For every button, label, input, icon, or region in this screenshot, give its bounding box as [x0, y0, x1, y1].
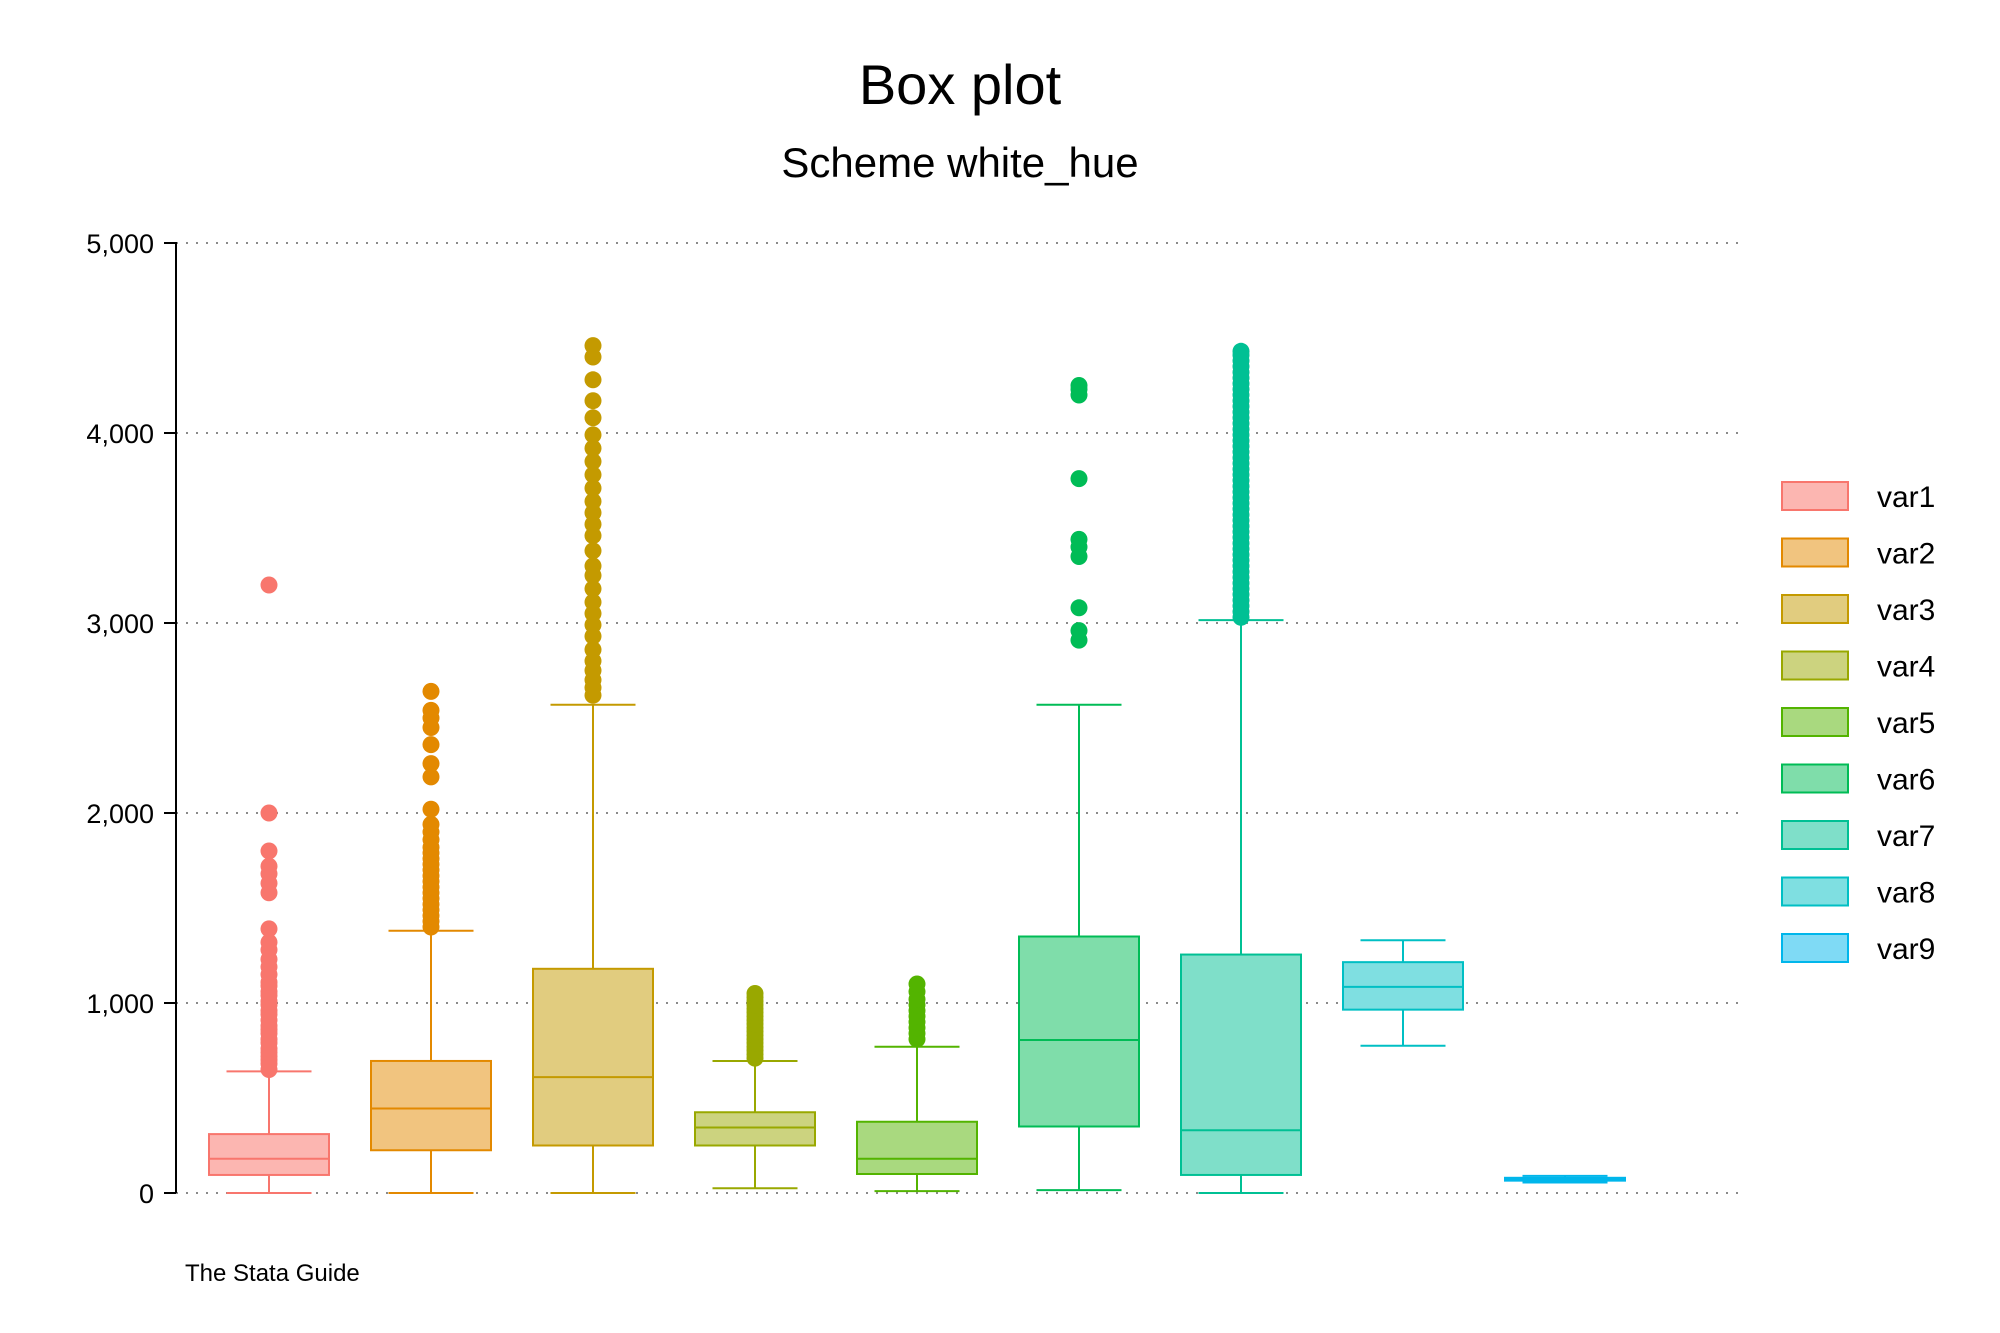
outlier-point	[908, 975, 926, 993]
outlier-point	[584, 371, 602, 389]
box-iqr	[694, 1111, 816, 1147]
y-tick-label: 0	[139, 1179, 154, 1209]
legend-label-var8: var8	[1877, 877, 1935, 910]
box-iqr	[1018, 935, 1140, 1128]
outlier-point	[584, 557, 602, 575]
outlier-point	[422, 736, 440, 754]
legend: var1 var2 var3 var4 var5 var6 var7 var8 var9	[1781, 481, 1935, 966]
box-var3	[532, 337, 654, 1194]
box-iqr	[532, 967, 654, 1147]
legend-label-var3: var3	[1877, 594, 1935, 627]
outlier-point	[422, 682, 440, 700]
outlier-point	[584, 479, 602, 497]
legend-label-var7: var7	[1877, 820, 1935, 853]
legend-key-var2	[1781, 537, 1849, 568]
legend-key-var9	[1781, 933, 1849, 963]
box-var6	[1018, 377, 1140, 1192]
legend-key-var4	[1781, 650, 1849, 681]
legend-key-var6	[1781, 763, 1849, 794]
outlier-point	[260, 920, 278, 938]
outlier-point	[584, 492, 602, 510]
outlier-point	[584, 409, 602, 427]
outlier-point	[1070, 530, 1088, 548]
box-var1	[208, 576, 330, 1194]
outlier-point	[584, 426, 602, 444]
y-tick-label: 4,000	[86, 419, 154, 449]
box-iqr	[1180, 953, 1302, 1176]
box-var2	[370, 682, 492, 1194]
outlier-point	[422, 815, 440, 833]
legend-key-var1	[1781, 481, 1849, 511]
outlier-point	[260, 933, 278, 951]
legend-label-var5: var5	[1877, 707, 1935, 740]
outlier-point	[584, 580, 602, 598]
box-iqr	[208, 1133, 330, 1176]
legend-key-var7	[1781, 820, 1849, 850]
legend-label-var6: var6	[1877, 764, 1935, 797]
outlier-point	[260, 857, 278, 875]
outlier-point	[584, 392, 602, 410]
chart-title: Box plot	[859, 53, 1062, 116]
y-tick-label: 1,000	[86, 989, 154, 1019]
legend-key-var5	[1781, 707, 1849, 737]
legend-label-var9: var9	[1877, 933, 1935, 966]
grid-lines	[176, 242, 1740, 1194]
box-var8	[1342, 939, 1464, 1047]
outlier-point	[584, 593, 602, 611]
box-iqr	[856, 1120, 978, 1175]
outlier-point	[584, 439, 602, 457]
outlier-point	[584, 641, 602, 659]
outlier-point	[584, 337, 602, 355]
outlier-point	[584, 466, 602, 484]
box-iqr	[370, 1059, 492, 1152]
outlier-point	[422, 755, 440, 773]
box-var9	[1504, 1174, 1626, 1184]
outlier-point	[1232, 342, 1250, 360]
outlier-point	[422, 768, 440, 786]
y-tick-label: 5,000	[86, 229, 154, 259]
outlier-point	[260, 576, 278, 594]
outlier-point	[1070, 622, 1088, 640]
box-var4	[694, 985, 816, 1190]
outlier-point	[422, 701, 440, 719]
outlier-point	[260, 804, 278, 822]
legend-key-var3	[1781, 594, 1849, 624]
boxes	[208, 337, 1626, 1194]
legend-label-var4: var4	[1877, 651, 1935, 684]
chart-note: The Stata Guide	[185, 1260, 360, 1287]
outlier-point	[584, 453, 602, 470]
outlier-point	[1070, 470, 1088, 488]
y-tick-label: 3,000	[86, 609, 154, 639]
outlier-point	[746, 985, 764, 1002]
outlier-point	[422, 800, 440, 818]
box-var5	[856, 975, 978, 1193]
outlier-point	[260, 842, 278, 860]
legend-label-var2: var2	[1877, 538, 1935, 571]
box-var7	[1180, 342, 1302, 1194]
outlier-point	[1070, 599, 1088, 617]
legend-key-var8	[1781, 876, 1849, 907]
y-tick-label: 2,000	[86, 799, 154, 829]
legend-label-var1: var1	[1877, 481, 1935, 514]
y-axis-ticks: 0 1,000 2,000 3,000 4,000 5,000	[86, 229, 176, 1209]
chart-subtitle: Scheme white_hue	[781, 139, 1138, 186]
outlier-point	[1070, 377, 1088, 394]
outlier-point	[584, 542, 602, 560]
